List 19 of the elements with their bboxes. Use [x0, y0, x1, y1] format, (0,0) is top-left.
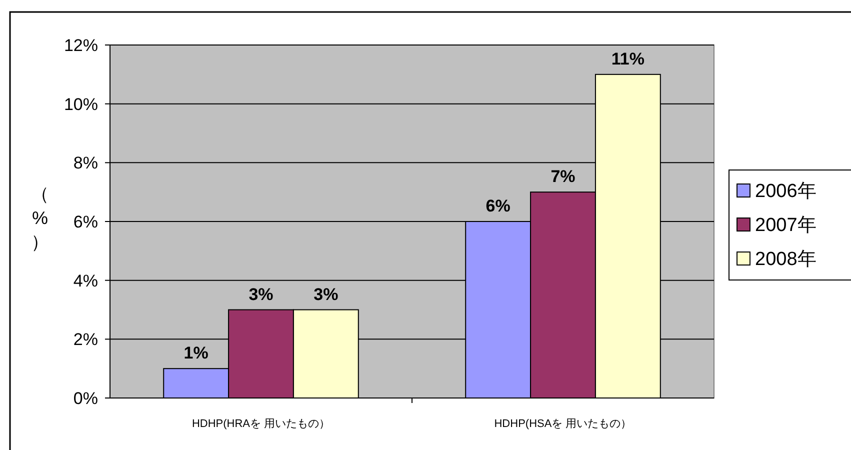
legend-label: 2008年 — [755, 249, 816, 270]
y-tick-label: 4% — [73, 271, 98, 290]
y-axis-title: （%） — [31, 184, 49, 252]
data-label: 3% — [248, 284, 274, 304]
data-label: 1% — [184, 344, 208, 363]
y-tick-label: 12% — [64, 36, 98, 55]
legend-label: 2007年 — [755, 215, 816, 236]
data-label: 7% — [550, 167, 576, 186]
x-tick-label: HDHP(HRAを 用いたもの） — [192, 418, 330, 430]
legend-label: 2006年 — [755, 181, 816, 202]
y-tick-label: 10% — [64, 94, 98, 114]
x-tick-label: HDHP(HSAを 用いたもの） — [494, 418, 632, 430]
y-tick-label: 0% — [73, 389, 98, 408]
data-label: 11% — [611, 49, 644, 68]
data-label: 6% — [486, 196, 510, 216]
y-tick-label: 6% — [73, 212, 98, 232]
y-tick-label: 2% — [73, 330, 98, 350]
y-tick-label: 8% — [73, 154, 98, 173]
data-label: 3% — [314, 284, 338, 304]
